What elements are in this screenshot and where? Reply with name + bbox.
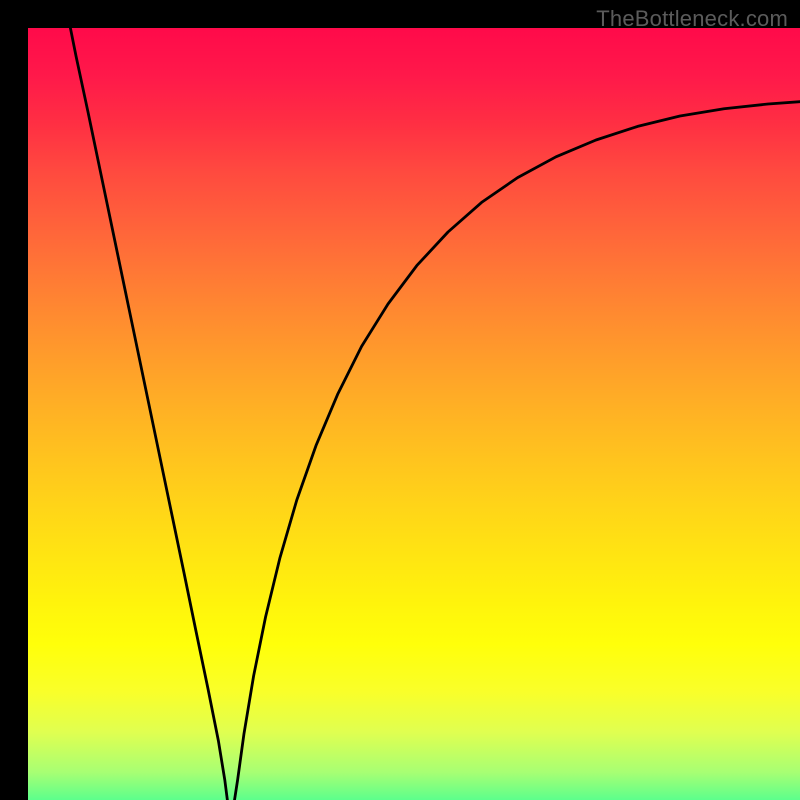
gradient-bg: [28, 28, 800, 800]
plot-area: [28, 28, 800, 800]
watermark-text: TheBottleneck.com: [596, 6, 788, 32]
plot-svg: [28, 28, 800, 800]
plot-border: [0, 0, 800, 800]
chart-frame: TheBottleneck.com: [0, 0, 800, 800]
